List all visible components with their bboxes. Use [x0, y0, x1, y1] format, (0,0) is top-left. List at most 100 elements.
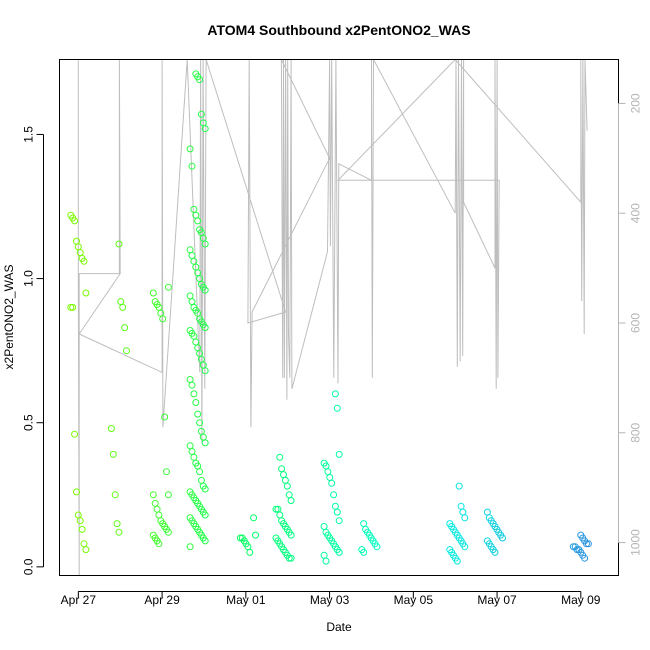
- y-tick-label: 1.5: [22, 126, 36, 143]
- data-point: [287, 554, 295, 562]
- y2-tick-label: 800: [629, 422, 643, 442]
- data-point: [71, 430, 79, 438]
- data-point: [194, 410, 202, 418]
- x-axis: Apr 27 Apr 29 May 01 May 03 May 05 May 07 May …: [61, 591, 601, 607]
- data-point: [73, 488, 80, 496]
- data-point: [285, 491, 293, 499]
- x-tick-label: Apr 27: [61, 593, 97, 607]
- data-point: [186, 292, 194, 300]
- data-point: [164, 491, 172, 499]
- data-point: [331, 390, 339, 398]
- data-point: [276, 511, 284, 519]
- data-point: [111, 491, 119, 499]
- data-point: [283, 482, 291, 490]
- data-point: [155, 511, 163, 519]
- data-point: [188, 298, 196, 306]
- data-point: [186, 145, 194, 153]
- data-point: [201, 511, 209, 519]
- y-axis: 0.0 0.5 1.0 1.5: [22, 126, 44, 575]
- data-point: [149, 289, 157, 297]
- data-point: [461, 514, 469, 522]
- data-point: [252, 531, 259, 539]
- data-point: [82, 289, 90, 297]
- data-point: [278, 465, 286, 473]
- data-point: [491, 548, 499, 556]
- data-point: [483, 508, 491, 516]
- data-point: [78, 525, 86, 533]
- data-point: [320, 551, 328, 559]
- data-point: [188, 162, 196, 170]
- data-point: [80, 257, 88, 265]
- data-point: [163, 468, 170, 476]
- data-point: [117, 298, 125, 306]
- data-point: [190, 205, 198, 213]
- data-point: [121, 324, 129, 332]
- data-point: [115, 240, 123, 248]
- data-point: [80, 540, 88, 548]
- y2-tick-label: 200: [629, 93, 643, 113]
- data-point: [190, 453, 198, 461]
- data-point: [149, 491, 157, 499]
- data-point: [335, 517, 343, 525]
- data-point: [196, 468, 204, 476]
- y-tick-label: 1.0: [22, 270, 36, 287]
- y2-tick-label: 400: [629, 203, 643, 223]
- data-point: [499, 534, 506, 542]
- data-point: [335, 548, 343, 556]
- data-point: [82, 546, 90, 554]
- data-point: [335, 450, 343, 458]
- data-point: [76, 517, 84, 525]
- y2-tick-label: 600: [629, 313, 643, 333]
- data-point: [107, 425, 115, 432]
- data-point: [201, 125, 209, 133]
- data-point: [581, 554, 589, 562]
- data-point: [322, 557, 330, 565]
- x-axis-label: Date: [326, 620, 352, 634]
- data-point: [199, 433, 207, 441]
- data-point: [161, 413, 169, 421]
- data-point: [201, 485, 209, 493]
- data-point: [153, 505, 161, 513]
- data-point: [192, 399, 200, 406]
- data-point: [109, 450, 117, 458]
- data-point: [194, 217, 202, 225]
- data-point: [287, 531, 295, 539]
- data-point: [188, 381, 196, 389]
- data-point: [188, 448, 196, 455]
- data-point: [320, 523, 328, 530]
- data-point: [151, 499, 159, 507]
- data-point: [250, 514, 258, 522]
- data-point: [324, 468, 332, 476]
- secondary-series-line: [77, 58, 588, 576]
- data-point: [186, 246, 194, 254]
- data-point: [190, 390, 198, 398]
- data-point: [333, 508, 341, 516]
- data-point: [201, 324, 209, 332]
- x-tick-label: May 05: [394, 593, 434, 607]
- data-point: [74, 511, 82, 519]
- data-point: [272, 505, 280, 513]
- data-point: [455, 482, 463, 490]
- data-point: [583, 540, 590, 548]
- plot-frame: [59, 59, 619, 576]
- data-point: [453, 557, 461, 565]
- data-point: [285, 554, 293, 562]
- data-point: [186, 376, 194, 383]
- data-point: [192, 338, 200, 346]
- scatter-points: [67, 70, 592, 565]
- data-point: [201, 439, 209, 447]
- data-point: [164, 283, 172, 291]
- data-point: [115, 528, 123, 536]
- data-point: [333, 404, 341, 412]
- data-point: [196, 76, 204, 84]
- secondary-line-series: [77, 58, 588, 576]
- x-tick-label: May 03: [310, 593, 350, 607]
- data-point: [201, 240, 209, 248]
- y-tick-label: 0.5: [22, 414, 36, 431]
- data-point: [246, 548, 254, 556]
- data-point: [119, 303, 127, 311]
- data-point: [201, 537, 209, 545]
- data-point: [457, 502, 465, 510]
- data-point: [360, 520, 368, 528]
- data-point: [584, 540, 592, 548]
